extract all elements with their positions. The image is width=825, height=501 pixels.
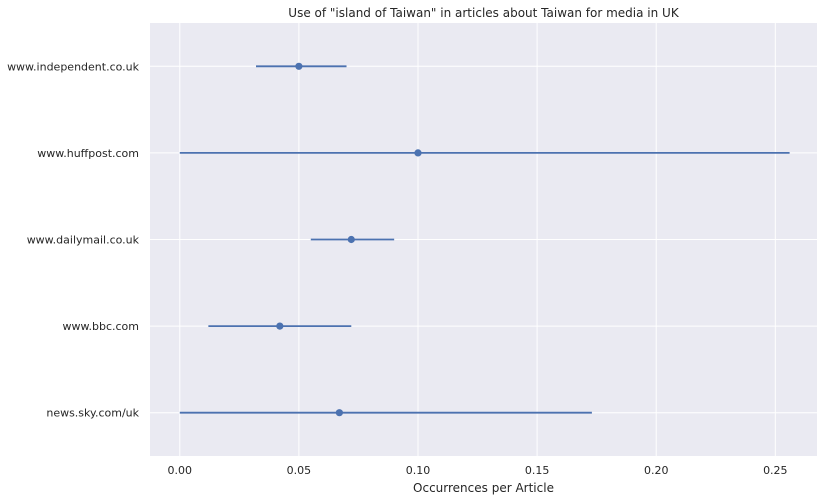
- chart-title: Use of "island of Taiwan" in articles ab…: [288, 6, 680, 20]
- x-tick-label: 0.20: [644, 464, 669, 477]
- y-tick-label: www.dailymail.co.uk: [27, 234, 140, 247]
- y-tick-label: news.sky.com/uk: [46, 407, 139, 420]
- data-point: [295, 62, 303, 70]
- data-point: [347, 235, 355, 244]
- x-tick-label: 0.10: [406, 464, 431, 477]
- y-tick-label: www.huffpost.com: [37, 147, 139, 160]
- x-tick-label: 0.25: [763, 464, 788, 477]
- x-tick-label: 0.15: [525, 464, 550, 477]
- data-marks: [179, 62, 790, 417]
- data-point: [414, 149, 422, 157]
- x-axis-label: Occurrences per Article: [413, 481, 554, 495]
- x-tick-label: 0.05: [287, 464, 312, 477]
- y-tick-label: www.independent.co.uk: [7, 60, 140, 73]
- x-tick-label: 0.00: [168, 464, 193, 477]
- data-point: [276, 322, 284, 330]
- tick-labels: 0.00 0.05 0.10 0.15 0.20 0.25 www.independent.…: [7, 60, 788, 477]
- y-tick-label: www.bbc.com: [63, 320, 139, 333]
- data-point: [335, 409, 343, 417]
